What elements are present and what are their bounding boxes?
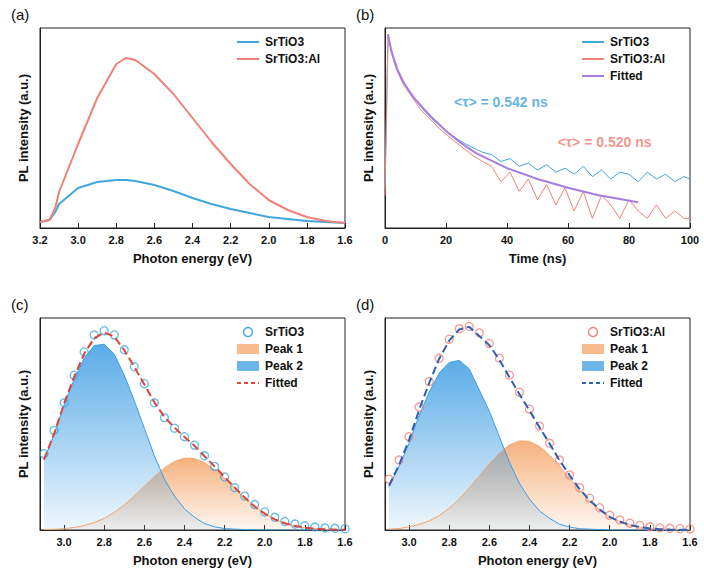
- svg-text:3.0: 3.0: [70, 234, 85, 246]
- svg-text:(c): (c): [11, 296, 29, 313]
- svg-text:2.8: 2.8: [97, 536, 112, 548]
- svg-text:0: 0: [382, 234, 388, 246]
- svg-text:Peak 1: Peak 1: [265, 342, 303, 356]
- svg-text:PL intensity (a.u.): PL intensity (a.u.): [361, 74, 376, 182]
- svg-text:2.2: 2.2: [562, 536, 577, 548]
- svg-text:3.2: 3.2: [32, 234, 47, 246]
- svg-text:Peak 2: Peak 2: [610, 359, 648, 373]
- svg-text:<τ> = 0.542 ns: <τ> = 0.542 ns: [454, 94, 548, 110]
- svg-text:2.8: 2.8: [442, 536, 457, 548]
- svg-text:20: 20: [440, 234, 452, 246]
- svg-text:<τ> = 0.520 ns: <τ> = 0.520 ns: [558, 134, 652, 150]
- svg-text:1.6: 1.6: [337, 536, 352, 548]
- svg-text:2.4: 2.4: [177, 536, 193, 548]
- svg-text:100: 100: [681, 234, 699, 246]
- svg-text:1.8: 1.8: [299, 234, 314, 246]
- svg-text:2.2: 2.2: [223, 234, 238, 246]
- svg-text:2.4: 2.4: [522, 536, 538, 548]
- svg-text:3.0: 3.0: [401, 536, 416, 548]
- svg-text:PL intensity (a.u.): PL intensity (a.u.): [16, 74, 31, 182]
- svg-text:SrTiO3:Al: SrTiO3:Al: [265, 52, 320, 66]
- svg-text:PL intensity (a.u.): PL intensity (a.u.): [16, 370, 31, 478]
- svg-text:Fitted: Fitted: [265, 376, 298, 390]
- svg-text:Photon energy (eV): Photon energy (eV): [133, 553, 252, 568]
- svg-text:80: 80: [623, 234, 635, 246]
- svg-text:2.8: 2.8: [109, 234, 124, 246]
- svg-text:SrTiO3: SrTiO3: [265, 35, 304, 49]
- svg-text:1.8: 1.8: [642, 536, 657, 548]
- svg-text:2.6: 2.6: [482, 536, 497, 548]
- svg-text:Fitted: Fitted: [610, 376, 643, 390]
- svg-text:2.2: 2.2: [217, 536, 232, 548]
- svg-text:(b): (b): [356, 6, 374, 23]
- svg-text:PL intensity (a.u.): PL intensity (a.u.): [361, 370, 376, 478]
- svg-text:(a): (a): [11, 6, 29, 23]
- svg-text:60: 60: [562, 234, 574, 246]
- svg-text:2.0: 2.0: [602, 536, 617, 548]
- svg-text:Photon energy (eV): Photon energy (eV): [478, 553, 597, 568]
- svg-text:Peak 2: Peak 2: [265, 359, 303, 373]
- svg-text:2.6: 2.6: [137, 536, 152, 548]
- svg-text:SrTiO3: SrTiO3: [610, 35, 649, 49]
- svg-text:2.0: 2.0: [261, 234, 276, 246]
- svg-text:Peak 1: Peak 1: [610, 342, 648, 356]
- svg-text:Photon energy (eV): Photon energy (eV): [133, 251, 252, 266]
- svg-text:1.6: 1.6: [337, 234, 352, 246]
- svg-text:2.4: 2.4: [185, 234, 201, 246]
- svg-text:Fitted: Fitted: [610, 69, 643, 83]
- svg-text:Time (ns): Time (ns): [509, 251, 567, 266]
- svg-text:40: 40: [501, 234, 513, 246]
- svg-text:1.6: 1.6: [682, 536, 697, 548]
- svg-text:(d): (d): [356, 296, 374, 313]
- svg-text:SrTiO3: SrTiO3: [265, 325, 304, 339]
- svg-text:3.0: 3.0: [56, 536, 71, 548]
- svg-text:2.6: 2.6: [147, 234, 162, 246]
- svg-text:SrTiO3:Al: SrTiO3:Al: [610, 52, 665, 66]
- svg-text:SrTiO3:Al: SrTiO3:Al: [610, 325, 665, 339]
- svg-text:2.0: 2.0: [257, 536, 272, 548]
- svg-text:1.8: 1.8: [297, 536, 312, 548]
